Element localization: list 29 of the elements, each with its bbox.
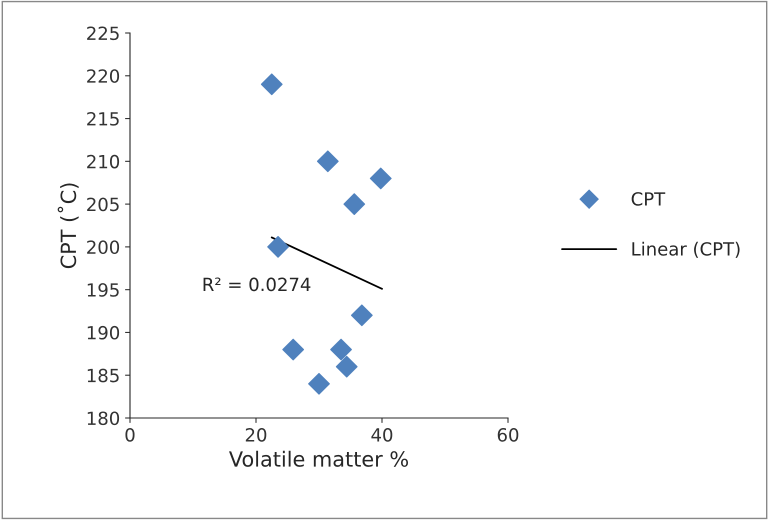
x-tick-label: 20 (246, 428, 266, 442)
y-axis-title: CPT (˚C) (58, 183, 79, 268)
point (370, 168, 392, 190)
legend-label: CPT (632, 192, 666, 206)
point (350, 304, 373, 326)
x-tick-label: 0 (125, 428, 135, 442)
y-tick-label: 225 (87, 26, 119, 40)
y-tick-label: 215 (87, 112, 119, 126)
y-tick-label: 205 (87, 198, 119, 212)
point (330, 338, 352, 360)
x-tick-label: 40 (371, 428, 392, 442)
y-tick-label: 220 (87, 69, 120, 83)
point (336, 356, 358, 378)
point (282, 338, 304, 360)
y-tick-label: 200 (87, 240, 120, 254)
y-tick-label: 185 (88, 368, 119, 382)
y-tick-label: 180 (88, 411, 120, 426)
y-tick-label: 210 (87, 154, 120, 168)
legend-label: Linear (CPT) (632, 242, 740, 258)
point (267, 236, 289, 258)
annotation: R² = 0.0274 (204, 278, 310, 292)
point (260, 73, 283, 96)
y-tick-label: 190 (88, 326, 120, 340)
point (343, 193, 366, 215)
point (308, 372, 330, 395)
x-tick-label: 60 (498, 428, 518, 442)
x-axis-title: Volatile matter % (229, 450, 408, 467)
point (316, 150, 339, 172)
y-tick-label: 195 (88, 283, 119, 297)
